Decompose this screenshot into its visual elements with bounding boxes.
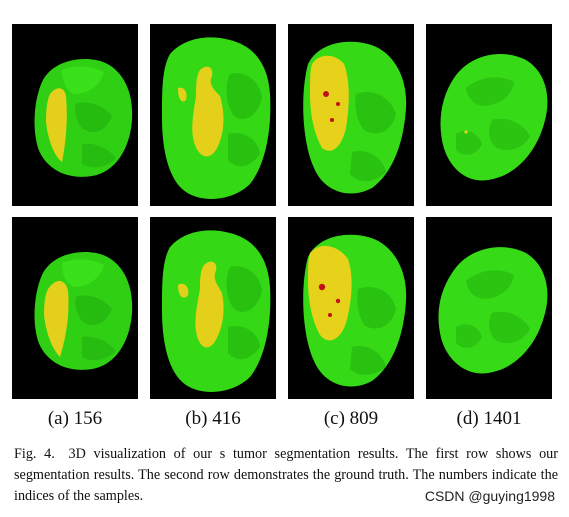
render-809-ground-truth	[288, 217, 414, 399]
subcaption-d: (d) 1401	[456, 408, 522, 429]
figure-caption: Fig. 4. 3D visualization of our s tumor …	[14, 444, 558, 507]
subcaption-c: (c) 809	[323, 408, 379, 429]
render-1401-segmentation	[426, 24, 552, 206]
render-156-segmentation	[12, 24, 138, 206]
subcaption-b: (b) 416	[185, 408, 241, 429]
render-809-segmentation	[288, 24, 414, 206]
watermark: CSDN @guying1998	[422, 488, 557, 504]
subcaption-a: (a) 156	[47, 408, 103, 429]
render-1401-ground-truth	[426, 217, 552, 399]
render-156-ground-truth	[12, 217, 138, 399]
figure-caption-text: 3D visualization of our s tumor segmenta…	[14, 446, 558, 504]
render-416-segmentation	[150, 24, 276, 206]
render-416-ground-truth	[150, 217, 276, 399]
figure-label: Fig. 4.	[14, 446, 55, 462]
